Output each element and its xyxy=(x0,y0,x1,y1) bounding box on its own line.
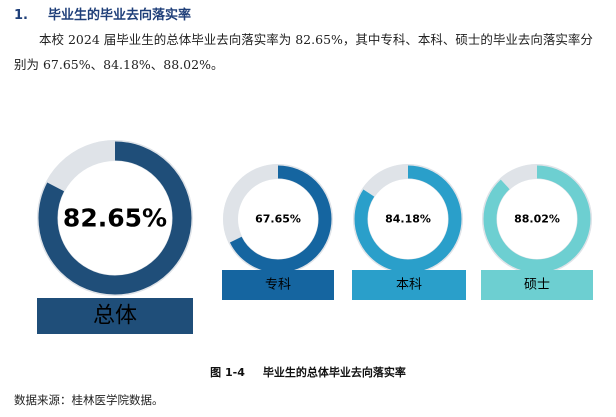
category-label-box xyxy=(222,270,334,300)
donut-center xyxy=(58,161,172,275)
donut-center xyxy=(238,179,318,259)
donut-junior-college: 67.65% 专科 xyxy=(222,164,334,300)
data-source-note: 数据来源：桂林医学院数据。 xyxy=(14,393,164,407)
figure-caption: 图 1-4 毕业生的总体毕业去向落实率 xyxy=(0,364,616,380)
donut-center xyxy=(497,179,577,259)
donut-value-arc xyxy=(483,165,591,273)
category-label: 专科 xyxy=(265,278,291,293)
donut-value-arc xyxy=(38,141,192,295)
section-number: 1. xyxy=(14,8,28,23)
category-label-box xyxy=(37,298,193,334)
category-label-box xyxy=(352,270,466,300)
donut-value-arc xyxy=(354,165,462,273)
donut-value-label: 67.65% xyxy=(255,213,301,226)
donut-value-label: 88.02% xyxy=(514,213,560,226)
figure-title: 毕业生的总体毕业去向落实率 xyxy=(262,366,406,379)
donut-undergraduate: 84.18% 本科 xyxy=(352,164,466,300)
donut-value-arc xyxy=(224,165,332,273)
category-label-box xyxy=(481,270,593,300)
intro-paragraph: 本校 2024 届毕业生的总体毕业去向落实率为 82.65%，其中专科、本科、硕… xyxy=(14,32,593,72)
donut-center xyxy=(368,179,448,259)
donut-value-label: 84.18% xyxy=(385,213,431,226)
category-label: 本科 xyxy=(396,278,422,293)
donut-value-label: 82.65% xyxy=(63,204,167,233)
donut-master: 88.02% 硕士 xyxy=(481,164,593,300)
figure-number: 图 1-4 xyxy=(210,366,245,379)
category-label: 硕士 xyxy=(524,278,550,293)
donut-overall: 82.65% 总体 xyxy=(37,140,193,334)
section-heading: 1. 毕业生的毕业去向落实率 xyxy=(14,4,191,23)
category-label: 总体 xyxy=(93,304,137,329)
section-title: 毕业生的毕业去向落实率 xyxy=(48,8,192,23)
